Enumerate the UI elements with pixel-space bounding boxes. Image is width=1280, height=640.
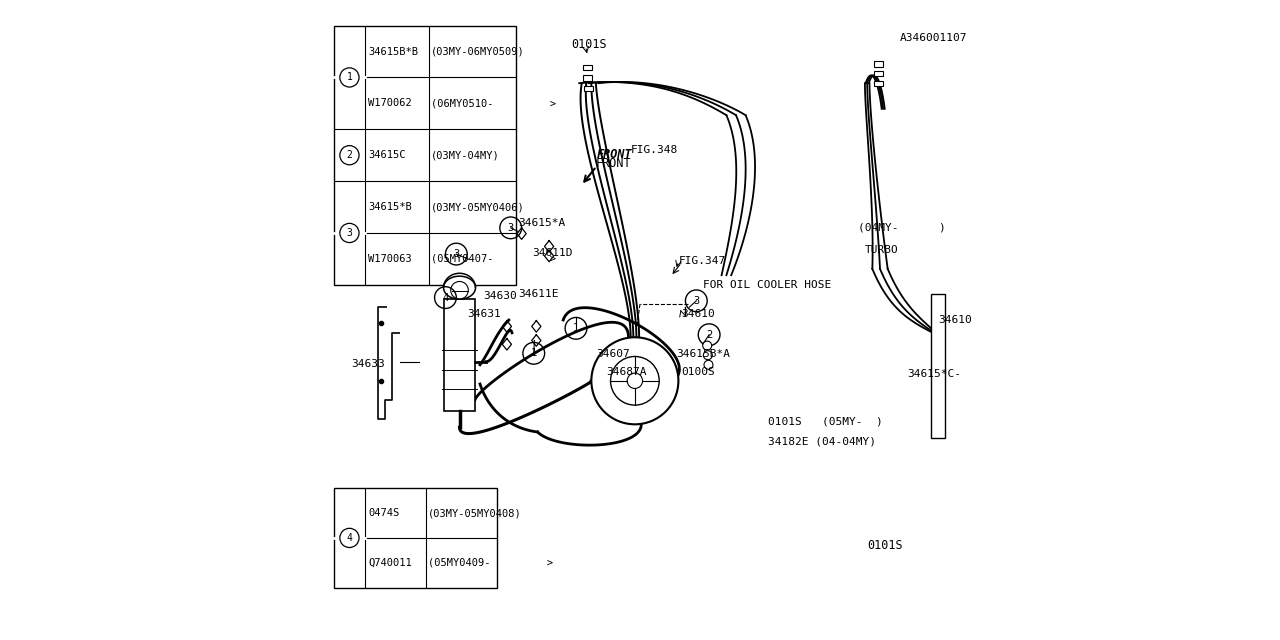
Text: 34615C: 34615C [369,150,406,160]
Circle shape [611,356,659,405]
Text: 34610: 34610 [938,315,972,325]
Text: 0101S: 0101S [571,38,607,51]
Text: FRONT: FRONT [595,157,631,170]
Text: 34615*A: 34615*A [518,218,566,228]
Text: 34615B*B: 34615B*B [369,47,419,56]
Text: 3: 3 [694,296,699,306]
Text: W170063: W170063 [369,254,412,264]
Text: Q740011: Q740011 [369,557,412,568]
Text: 1: 1 [531,348,536,358]
Text: FRONT: FRONT [596,148,632,161]
Bar [584,86,594,91]
Text: 34607: 34607 [596,349,630,359]
Text: 34610: 34610 [681,308,716,319]
Circle shape [704,351,712,360]
Text: 0474S: 0474S [369,508,399,518]
Text: (03MY-06MY0509): (03MY-06MY0509) [431,47,525,56]
Text: 4: 4 [347,533,352,543]
Bar [932,294,945,438]
Circle shape [704,360,713,369]
Bar [874,81,883,86]
Text: TURBO: TURBO [865,244,899,255]
Text: (03MY-05MY0406): (03MY-05MY0406) [431,202,525,212]
Text: 34611E: 34611E [518,289,559,300]
Text: 0101S   (05MY-  ): 0101S (05MY- ) [768,416,883,426]
Text: 34687A: 34687A [607,367,646,378]
Text: 34630: 34630 [484,291,517,301]
Bar [584,65,591,70]
Text: 2: 2 [347,150,352,160]
Text: 0100S: 0100S [681,367,716,378]
Bar [874,71,883,76]
Circle shape [627,373,643,388]
Bar [584,76,591,81]
Bar [334,26,517,285]
Text: (05MY0409-         >: (05MY0409- > [428,557,553,568]
Text: (06MY0510-         >: (06MY0510- > [431,99,557,108]
Text: 34615B*A: 34615B*A [677,349,731,359]
Text: W170062: W170062 [369,99,412,108]
Text: FIG.348: FIG.348 [631,145,678,156]
Text: 1: 1 [573,323,579,333]
Text: (04MY-      ): (04MY- ) [858,222,946,232]
Text: 2: 2 [707,330,712,340]
Bar [444,300,475,412]
Text: 3: 3 [508,223,513,233]
Text: 3: 3 [347,228,352,238]
Ellipse shape [444,276,475,300]
Text: 34631: 34631 [467,308,500,319]
Text: 34615*B: 34615*B [369,202,412,212]
Text: (05MY0407-         >: (05MY0407- > [431,254,557,264]
Text: 0101S: 0101S [868,539,902,552]
Text: 3: 3 [453,249,460,259]
Text: FIG.347: FIG.347 [678,256,726,266]
Text: 34182E (04-04MY): 34182E (04-04MY) [768,436,876,447]
Circle shape [703,341,712,350]
Text: (03MY-05MY0408): (03MY-05MY0408) [428,508,522,518]
Bar [874,61,883,67]
Text: (03MY-04MY): (03MY-04MY) [431,150,500,160]
Text: 1: 1 [347,72,352,83]
Text: 4: 4 [443,292,448,303]
Text: 34611D: 34611D [532,248,573,258]
Text: FOR OIL COOLER HOSE: FOR OIL COOLER HOSE [703,280,831,290]
Text: 34633: 34633 [351,358,384,369]
Text: A346001107: A346001107 [900,33,968,44]
Text: 34615*C-: 34615*C- [908,369,961,380]
Circle shape [591,337,678,424]
Bar [334,488,497,588]
